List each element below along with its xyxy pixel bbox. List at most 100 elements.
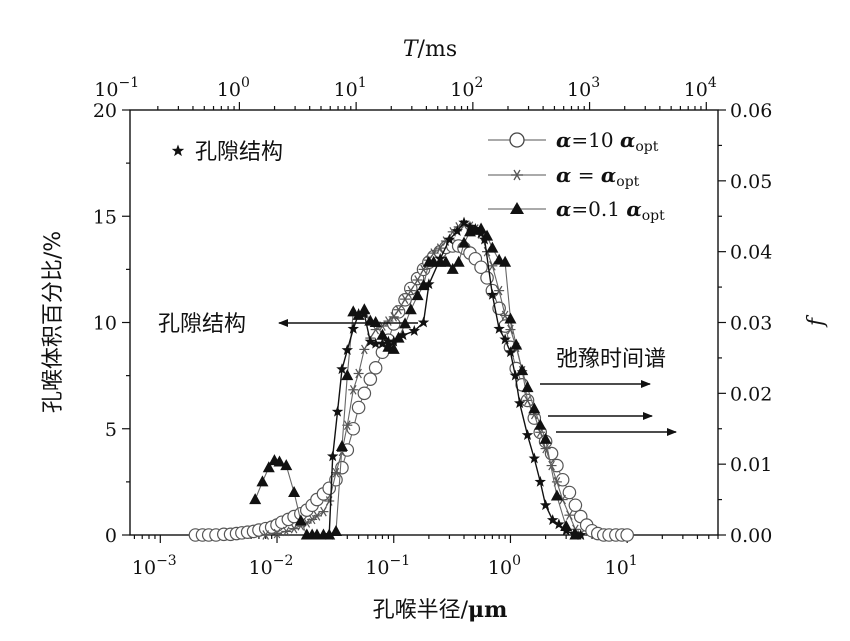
- y-right-tick-label: 0.04: [730, 242, 772, 264]
- annotation-relaxation-spectrum-label: 弛豫时间谱: [556, 347, 666, 372]
- top-tick-label: 100: [217, 75, 250, 101]
- triangle-marker: [458, 236, 471, 248]
- star-marker: [323, 529, 335, 540]
- triangle-marker: [446, 262, 459, 274]
- x-tick-label: 10−3: [132, 553, 177, 579]
- star-marker: [423, 278, 435, 290]
- star-marker: [458, 216, 470, 228]
- legend-asterisk-marker: [511, 169, 523, 181]
- triangle-marker: [335, 439, 348, 451]
- circle-marker: [474, 260, 488, 275]
- triangle-marker: [376, 328, 389, 340]
- triangle-marker: [534, 418, 547, 430]
- annotation-pore-structure-label: 孔隙结构: [158, 312, 246, 337]
- asterisk-marker: [540, 443, 551, 454]
- star-marker: [408, 325, 420, 336]
- star-marker: [327, 450, 339, 462]
- asterisk-marker: [281, 526, 292, 537]
- triangle-marker: [521, 381, 534, 393]
- y-axis-left-title: 孔喉体积百分比/%: [41, 231, 66, 413]
- circle-marker: [351, 400, 366, 415]
- asterisk-marker: [260, 530, 271, 540]
- triangle-marker: [262, 461, 275, 473]
- triangle-marker: [539, 432, 552, 444]
- legend-triangle-marker: [510, 202, 524, 214]
- triangle-marker: [387, 342, 400, 354]
- y-right-tick-label: 0.06: [730, 100, 772, 122]
- triangle-marker: [273, 455, 286, 467]
- triangle-marker: [288, 486, 301, 497]
- circle-marker: [620, 528, 634, 542]
- annotation-pore-structure: 孔隙结构: [158, 312, 418, 337]
- circle-marker: [335, 460, 349, 475]
- star-marker: [493, 322, 505, 334]
- circle-marker: [562, 485, 577, 500]
- asterisk-marker: [318, 506, 329, 517]
- x-tick-label: 10−1: [365, 553, 410, 579]
- y-axis-left: 0 5 10 15 20: [93, 100, 130, 547]
- star-marker: [382, 335, 395, 347]
- star-marker: [336, 363, 348, 375]
- star-marker: [546, 514, 559, 525]
- asterisk-marker: [428, 248, 439, 258]
- triangle-marker: [486, 241, 499, 253]
- y-axis-right: 0.00 0.01 0.02 0.03 0.04 0.05 0.06: [718, 100, 772, 547]
- top-axis: 10−1 100 101 102 103 104: [94, 75, 717, 110]
- annotation-relaxation-spectrum: 弛豫时间谱: [540, 347, 677, 436]
- circle-marker: [480, 271, 494, 285]
- pore-legend: 孔隙结构: [171, 140, 283, 165]
- star-marker: [464, 220, 476, 232]
- star-marker: [513, 397, 526, 409]
- asterisk-marker: [272, 528, 283, 539]
- triangle-marker: [256, 475, 269, 487]
- legend-entry-triangle: α=0.1 αopt: [488, 197, 665, 224]
- triangle-marker: [452, 255, 465, 267]
- series-layer: [188, 216, 634, 542]
- star-marker: [451, 225, 463, 236]
- star-marker: [331, 405, 344, 417]
- star-marker: [528, 452, 540, 464]
- series-legend: α=10 αopt α = αopt α=0.1 αopt: [488, 128, 665, 224]
- star-marker: [509, 369, 521, 381]
- triangle-marker: [294, 514, 307, 526]
- top-tick-label: 104: [684, 75, 717, 101]
- star-marker: [347, 322, 359, 334]
- circle-marker: [568, 498, 583, 513]
- x-tick-label: 100: [488, 553, 521, 579]
- y-axis-right-title: f: [804, 314, 829, 328]
- star-marker: [469, 223, 482, 234]
- star-marker: [369, 337, 382, 349]
- y-right-tick-label: 0.00: [730, 525, 772, 547]
- star-marker: [358, 308, 371, 319]
- asterisk-marker: [522, 395, 533, 406]
- x-axis-title: 孔喉半径/μm: [373, 597, 508, 623]
- asterisk-marker: [435, 243, 446, 253]
- star-marker: [475, 227, 487, 239]
- legend-asterisk-label: α = αopt: [556, 163, 640, 190]
- triangle-marker: [249, 493, 262, 505]
- asterisk-marker: [353, 368, 364, 379]
- y-left-tick-label: 20: [93, 100, 117, 122]
- x-tick-label: 10−2: [249, 553, 294, 579]
- triangle-marker: [499, 255, 512, 267]
- x-tick-label: 101: [605, 553, 638, 579]
- legend-circle-label: α=10 αopt: [556, 128, 659, 155]
- star-marker: [521, 429, 534, 440]
- series-asterisk: [260, 219, 586, 540]
- legend-entry-circle: α=10 αopt: [488, 128, 659, 155]
- star-marker: [417, 316, 430, 328]
- x-axis: 10−3 10−2 10−1 100 101: [132, 535, 719, 579]
- star-marker: [534, 475, 546, 487]
- asterisk-marker: [500, 310, 511, 321]
- pore-legend-label: 孔隙结构: [195, 140, 283, 165]
- circle-marker: [357, 386, 372, 401]
- y-left-tick-label: 5: [105, 419, 117, 441]
- top-tick-label: 102: [450, 75, 483, 101]
- asterisk-marker: [564, 510, 575, 520]
- asterisk-marker: [412, 275, 423, 285]
- y-left-tick-label: 0: [105, 525, 117, 547]
- star-marker: [364, 335, 377, 347]
- y-right-tick-label: 0.01: [730, 454, 772, 476]
- triangle-marker: [439, 255, 452, 267]
- triangle-marker: [504, 312, 517, 324]
